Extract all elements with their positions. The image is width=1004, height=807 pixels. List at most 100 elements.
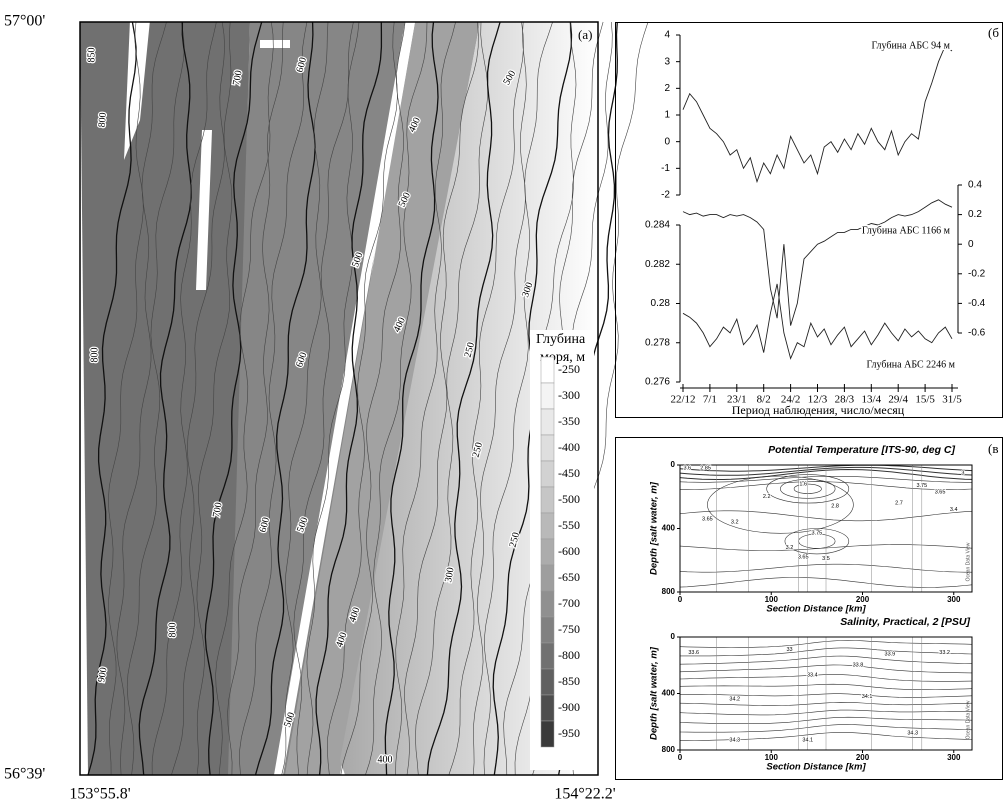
panel-label: (в xyxy=(988,441,998,456)
contour-label: 2.7 xyxy=(895,501,903,507)
map-gap xyxy=(196,130,212,290)
contour-line xyxy=(365,21,428,776)
x-tick-label: 24/2 xyxy=(781,394,801,406)
contour-label: 3.5 xyxy=(822,556,830,562)
contour-line xyxy=(483,21,553,776)
contour-line xyxy=(108,21,144,776)
series-line xyxy=(682,199,953,326)
legend-label: -850 xyxy=(558,674,580,688)
contour-line xyxy=(227,21,284,776)
legend-label: -750 xyxy=(558,622,580,636)
contour-line xyxy=(204,21,263,776)
panel-c-frame xyxy=(615,437,1003,780)
map-border xyxy=(79,21,599,776)
legend-swatch xyxy=(540,694,555,722)
contour-line xyxy=(395,21,456,776)
lon-label: 153°55.8' xyxy=(69,786,130,803)
y-tick-label: -0.6 xyxy=(968,328,986,339)
x-tick-label: 200 xyxy=(856,753,870,762)
contour-label: 34.1 xyxy=(802,738,813,744)
x-tick-label: 23/1 xyxy=(727,394,747,406)
contour-line xyxy=(340,21,406,776)
legend-swatch xyxy=(540,668,555,696)
panel-label: (б xyxy=(988,25,999,40)
y-tick-label: -2 xyxy=(661,190,670,201)
contour-line xyxy=(239,21,308,776)
legend-swatch xyxy=(540,564,555,592)
contour-line xyxy=(196,21,233,776)
map-gap xyxy=(124,20,150,160)
x-tick-label: 12/3 xyxy=(808,394,828,406)
y-tick-label: -0.2 xyxy=(968,268,986,279)
legend-label: -350 xyxy=(558,414,580,428)
contour-line xyxy=(306,21,360,776)
legend-label: -900 xyxy=(558,700,580,714)
contour-label: 3.65 xyxy=(798,555,809,561)
contour-label: 250 xyxy=(471,441,486,458)
x-tick-label: 28/3 xyxy=(835,394,855,406)
contour-line xyxy=(293,21,354,776)
contour-ring xyxy=(784,528,850,555)
legend-swatch xyxy=(540,642,555,670)
contour-line xyxy=(384,21,439,776)
contour-label: 33.8 xyxy=(853,663,864,669)
contour-label: 3.4 xyxy=(950,507,958,513)
y-tick-label: 400 xyxy=(662,689,676,698)
series-line xyxy=(682,44,953,184)
contour-label: 33.9 xyxy=(885,651,896,657)
map-strip xyxy=(285,22,480,775)
contour-label: 850 xyxy=(86,48,97,63)
contours xyxy=(679,637,973,750)
contour-label: 33.2 xyxy=(939,650,950,656)
plot-title: Potential Temperature [ITS-90, deg C] xyxy=(768,444,955,456)
y-tick-label: 0.276 xyxy=(645,377,670,388)
lat-label: 56°39' xyxy=(4,766,45,783)
y-tick-label: 0.284 xyxy=(645,220,670,231)
y-tick-label: 0.282 xyxy=(645,259,670,270)
panel-b-frame xyxy=(615,22,1003,418)
y-axis-label: Depth [salt water, m] xyxy=(649,481,660,575)
contour-line xyxy=(404,21,479,776)
legend-swatch xyxy=(540,538,555,566)
legend-label: -450 xyxy=(558,466,580,480)
watermark: Ocean Data View xyxy=(965,542,971,581)
contour-label: 33 xyxy=(786,647,792,653)
legend-label: -300 xyxy=(558,388,580,402)
contour-line xyxy=(87,21,137,776)
y-axis-label: Depth [salt water, m] xyxy=(649,646,660,740)
contour-label: 34.1 xyxy=(862,694,873,700)
contour-line xyxy=(448,21,524,776)
contour-label: 34.3 xyxy=(729,738,740,744)
x-axis-label: Section Distance [km] xyxy=(766,604,866,615)
x-tick-label: 0 xyxy=(678,753,683,762)
legend-label: -650 xyxy=(558,570,580,584)
contour-label: 600 xyxy=(295,56,310,73)
map-strip xyxy=(228,22,405,775)
x-tick-label: 100 xyxy=(765,753,779,762)
contour-label: 3.6 xyxy=(683,466,691,472)
contour-line xyxy=(138,21,192,776)
legend-swatch xyxy=(540,460,555,488)
contour-label: 2.8 xyxy=(831,504,839,510)
contours xyxy=(679,464,973,592)
contour-line xyxy=(116,21,167,776)
x-tick-label: 13/4 xyxy=(862,394,882,406)
panel-label: (a) xyxy=(578,27,592,42)
y-tick-label: 0 xyxy=(671,632,676,641)
x-tick-label: 29/4 xyxy=(888,394,908,406)
y-tick-label: -0.4 xyxy=(968,298,986,309)
contour-label: 2.2 xyxy=(763,494,771,500)
contour-label: 1.6 xyxy=(799,482,807,488)
legend-title: Глубина xyxy=(536,332,586,347)
contour-label: 3.75 xyxy=(916,483,927,489)
contour-label: 3.65 xyxy=(935,489,946,495)
contour-label: 3 xyxy=(961,470,964,476)
legend-swatch xyxy=(540,512,555,540)
y-tick-label: 0.2 xyxy=(968,209,982,220)
contour-label: 800 xyxy=(167,623,178,638)
contour-label: 300 xyxy=(443,567,456,584)
y-tick-label: 0.4 xyxy=(968,180,982,191)
legend-swatch xyxy=(540,720,555,748)
x-tick-label: 100 xyxy=(765,595,779,604)
